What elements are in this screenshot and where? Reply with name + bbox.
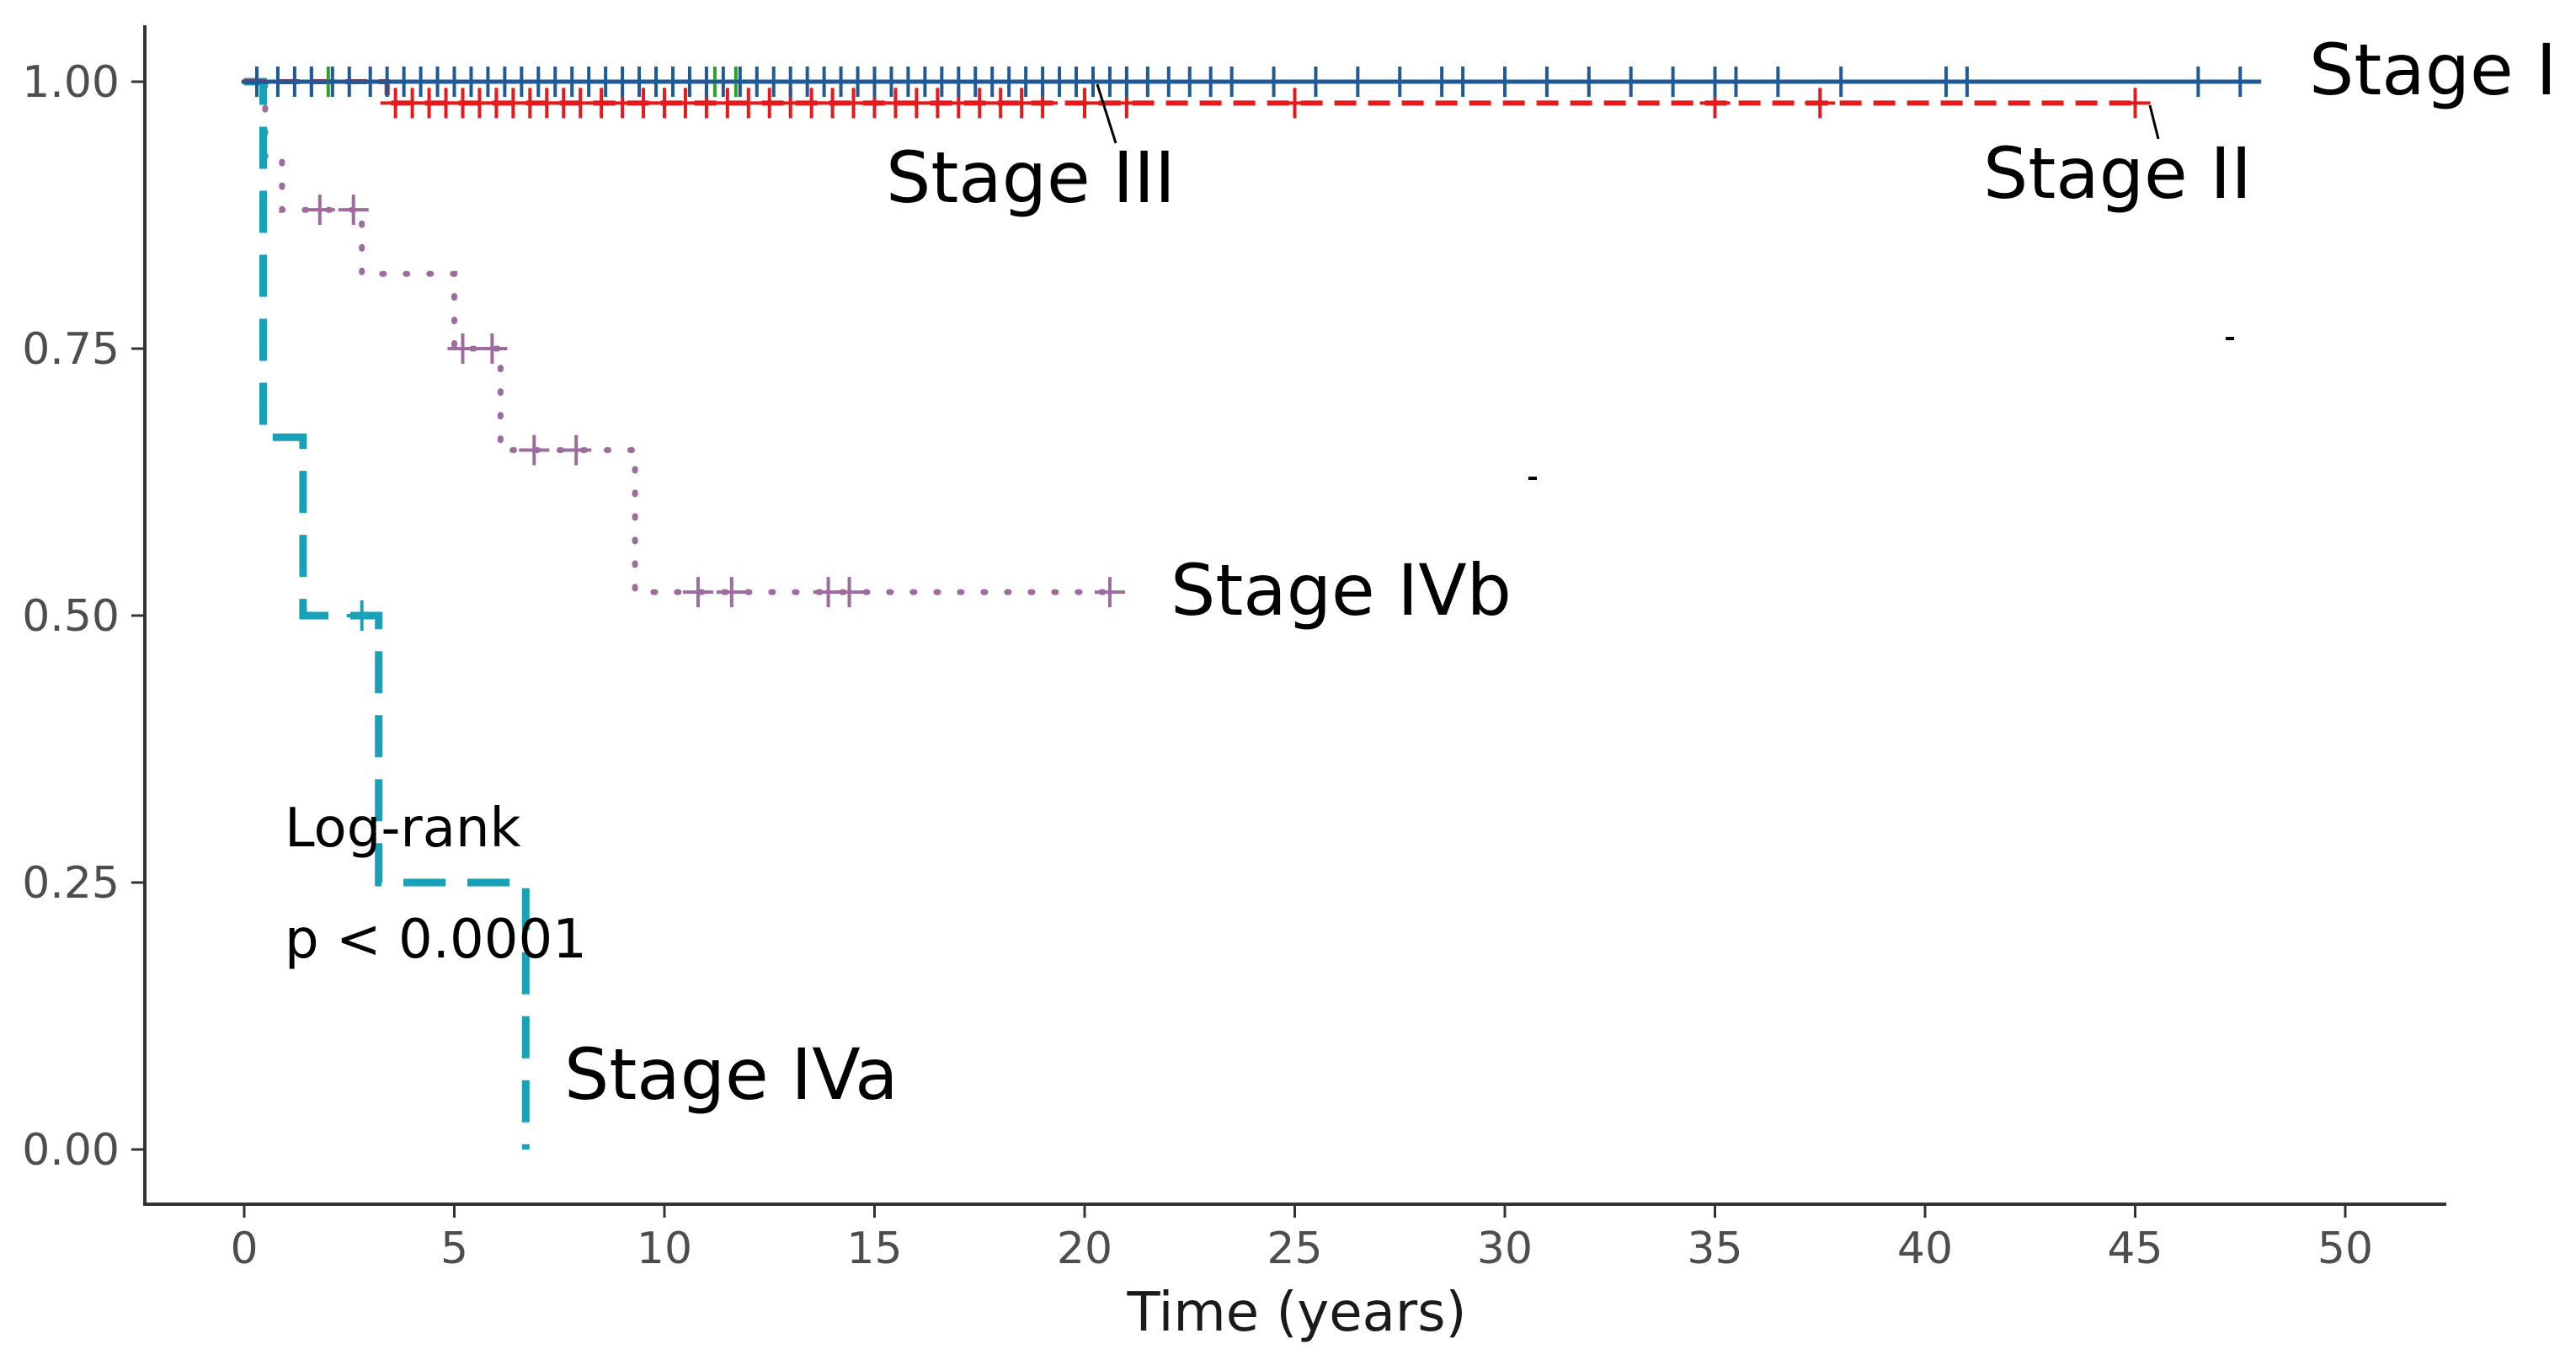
stray-dot <box>2226 337 2234 340</box>
stage-i-censor-mark <box>1384 67 1416 97</box>
stage-i-censor-mark <box>1951 67 1982 97</box>
stage-i-censor-mark <box>1657 67 1688 97</box>
stage-ii-censor-mark <box>1279 88 1310 119</box>
stage-i-label: Stage I <box>2309 29 2557 111</box>
stage-iii-label: Stage III <box>886 136 1176 219</box>
x-axis-title: Time (years) <box>1126 1282 1466 1344</box>
logrank-p-value: p < 0.0001 <box>285 909 587 971</box>
x-tick-label: 40 <box>1897 1224 1953 1274</box>
stage-i-censor-mark <box>1490 67 1520 97</box>
stage-i-censor-mark <box>1763 67 1794 97</box>
axis-ticks: 0 5 10 15 20 25 30 35 40 45 50 0.00 0.25 0.50 0.75 1.00 <box>22 57 2373 1274</box>
stray-dot <box>1528 477 1537 480</box>
x-tick-label: 45 <box>2107 1224 2163 1274</box>
stage-ii-censor-mark <box>1805 88 1836 119</box>
stage-ivb-censor-mark <box>682 577 713 608</box>
censor-marks <box>241 67 2256 631</box>
stage-ivb-censor-mark <box>304 195 335 226</box>
stage-ivb-censor-mark <box>519 435 550 466</box>
stage-ivb-censor-mark <box>477 333 508 364</box>
stage-i-censor-mark <box>1342 67 1373 97</box>
x-tick-label: 30 <box>1477 1224 1533 1274</box>
stage-i-censor-mark <box>1448 67 1479 97</box>
stage-i-censor-mark <box>1531 67 1562 97</box>
stage-iva-censor-mark <box>346 600 377 631</box>
y-tick-label: 0.25 <box>22 858 120 909</box>
stage-iii-leader-line <box>1096 83 1117 144</box>
stage-i-censor-mark <box>1258 67 1289 97</box>
stage-i-censor-mark <box>1615 67 1646 97</box>
y-tick-label: 0.75 <box>22 324 120 375</box>
y-tick-label: 0.50 <box>22 591 120 642</box>
x-tick-label: 50 <box>2317 1224 2373 1274</box>
stage-ivb-censor-mark <box>834 577 865 608</box>
y-tick-label: 0.00 <box>22 1125 120 1176</box>
x-tick-label: 20 <box>1057 1224 1112 1274</box>
y-tick-label: 1.00 <box>22 57 120 108</box>
x-tick-label: 25 <box>1267 1224 1322 1274</box>
stage-i-censor-mark <box>1720 67 1752 97</box>
stage-ivb-censor-mark <box>338 195 369 226</box>
stage-ii-censor-mark <box>1069 88 1100 119</box>
logrank-label: Log-rank <box>285 797 521 860</box>
stage-ivb-censor-mark <box>1094 577 1125 608</box>
stage-i-censor-mark <box>2225 67 2256 97</box>
stage-iva-curve <box>244 77 530 1149</box>
x-tick-label: 0 <box>230 1224 258 1274</box>
stage-ivb-censor-mark <box>447 333 478 364</box>
x-tick-label: 5 <box>440 1224 468 1274</box>
stage-ivb-censor-mark <box>716 577 747 608</box>
stage-i-censor-mark <box>1300 67 1331 97</box>
stage-iva-label: Stage IVa <box>564 1033 899 1116</box>
stage-i-censor-mark <box>1826 67 1857 97</box>
stage-ii-label: Stage II <box>1983 132 2252 215</box>
x-tick-label: 15 <box>846 1224 902 1274</box>
stage-i-censor-mark <box>2183 67 2214 97</box>
stage-ivb-curve <box>241 78 1109 595</box>
stage-ivb-censor-mark <box>561 435 592 466</box>
x-tick-label: 35 <box>1687 1224 1742 1274</box>
stage-ivb-label: Stage IVb <box>1171 549 1512 632</box>
stage-ii-censor-mark <box>2120 88 2151 119</box>
x-tick-label: 10 <box>637 1224 692 1274</box>
stage-i-censor-mark <box>1573 67 1604 97</box>
stage-i-censor-mark <box>1216 67 1247 97</box>
stage-ii-leader-line <box>2148 104 2160 140</box>
